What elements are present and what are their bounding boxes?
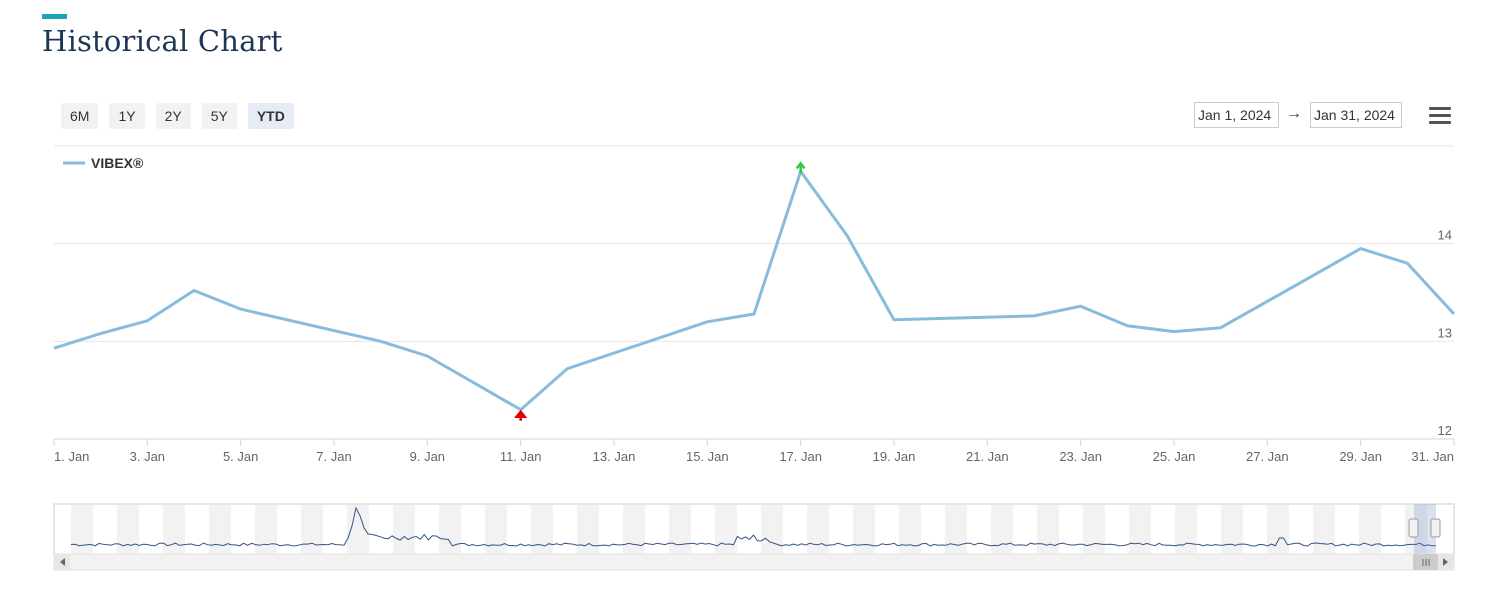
- gridlines: [54, 243, 1454, 342]
- navigator-band: [669, 505, 691, 553]
- navigator-selected-range[interactable]: [1414, 504, 1436, 554]
- y-tick-label: 12: [1438, 423, 1452, 438]
- date-from-input[interactable]: [1194, 102, 1279, 128]
- x-tick-label: 9. Jan: [410, 449, 445, 464]
- navigator-band: [715, 505, 737, 553]
- navigator-bands: [71, 505, 1427, 553]
- navigator-band: [1083, 505, 1105, 553]
- navigator-band: [1313, 505, 1335, 553]
- navigator-band: [393, 505, 415, 553]
- x-tick-label: 13. Jan: [593, 449, 636, 464]
- page-title: Historical Chart: [42, 24, 283, 58]
- hamburger-menu-icon[interactable]: [1429, 107, 1451, 127]
- x-tick-label: 27. Jan: [1246, 449, 1289, 464]
- title-accent-bar: [42, 14, 67, 19]
- range-button-5y[interactable]: 5Y: [201, 103, 237, 129]
- up-arrow-red: [514, 409, 528, 421]
- navigator-handle-right[interactable]: [1430, 518, 1441, 538]
- navigator-band: [531, 505, 553, 553]
- date-range-arrow: →: [1286, 105, 1302, 122]
- x-tick-label: 23. Jan: [1059, 449, 1102, 464]
- scroll-right-arrow-icon: [1443, 558, 1448, 566]
- navigator-band: [577, 505, 599, 553]
- navigator-band: [347, 505, 369, 553]
- navigator-band: [301, 505, 323, 553]
- navigator-band: [853, 505, 875, 553]
- x-tick-label: 15. Jan: [686, 449, 729, 464]
- y-tick-label: 14: [1438, 228, 1452, 243]
- x-tick-label: 5. Jan: [223, 449, 258, 464]
- navigator-band: [1037, 505, 1059, 553]
- scrollbar[interactable]: [53, 553, 1455, 571]
- navigator-band: [71, 505, 93, 553]
- scrollbar-grip-icon: [1422, 559, 1430, 566]
- series-line-vibex: [53, 169, 1456, 412]
- y-tick-label: 13: [1438, 325, 1452, 340]
- navigator-band: [1359, 505, 1381, 553]
- navigator-band: [807, 505, 829, 553]
- navigator-band: [623, 505, 645, 553]
- range-button-ytd[interactable]: YTD: [247, 103, 294, 129]
- up-arrow-green: [795, 161, 806, 174]
- navigator-band: [1175, 505, 1197, 553]
- x-tick-label: 21. Jan: [966, 449, 1009, 464]
- navigator-band: [439, 505, 461, 553]
- navigator-band: [163, 505, 185, 553]
- x-tick-label: 1. Jan: [54, 449, 89, 464]
- navigator-band: [991, 505, 1013, 553]
- x-tick-label: 25. Jan: [1153, 449, 1196, 464]
- y-axis: 12 13 14: [1438, 228, 1452, 438]
- navigator-band: [255, 505, 277, 553]
- x-tick-label: 31. Jan: [1411, 449, 1454, 464]
- x-tick-label: 3. Jan: [130, 449, 165, 464]
- scroll-left-arrow-icon: [60, 558, 65, 566]
- navigator-band: [209, 505, 231, 553]
- navigator-band: [761, 505, 783, 553]
- navigator-band: [1267, 505, 1289, 553]
- navigator-band: [899, 505, 921, 553]
- x-tick-label: 7. Jan: [316, 449, 351, 464]
- navigator-band: [1129, 505, 1151, 553]
- navigator-handle-left[interactable]: [1408, 518, 1419, 538]
- x-tick-label: 29. Jan: [1339, 449, 1382, 464]
- navigator[interactable]: [53, 503, 1455, 555]
- x-tick-label: 17. Jan: [779, 449, 822, 464]
- scrollbar-track[interactable]: [53, 553, 1455, 571]
- navigator-band: [117, 505, 139, 553]
- legend-label: VIBEX®: [91, 155, 144, 171]
- range-button-1y[interactable]: 1Y: [109, 103, 145, 129]
- x-tick-label: 19. Jan: [873, 449, 916, 464]
- series-points: [52, 169, 1456, 411]
- navigator-band: [1221, 505, 1243, 553]
- navigator-band: [485, 505, 507, 553]
- range-button-2y[interactable]: 2Y: [155, 103, 191, 129]
- range-selector: 6M 1Y 2Y 5Y YTD: [61, 103, 294, 129]
- x-tick-label: 11. Jan: [500, 449, 542, 464]
- legend[interactable]: VIBEX®: [63, 155, 144, 171]
- x-axis: 1. Jan 3. Jan 5. Jan 7. Jan 9. Jan 11. Jan 13.…: [53, 439, 1455, 464]
- range-button-6m[interactable]: 6M: [61, 103, 99, 129]
- navigator-series-line: [70, 506, 1437, 547]
- navigator-band: [945, 505, 967, 553]
- date-to-input[interactable]: [1310, 102, 1402, 128]
